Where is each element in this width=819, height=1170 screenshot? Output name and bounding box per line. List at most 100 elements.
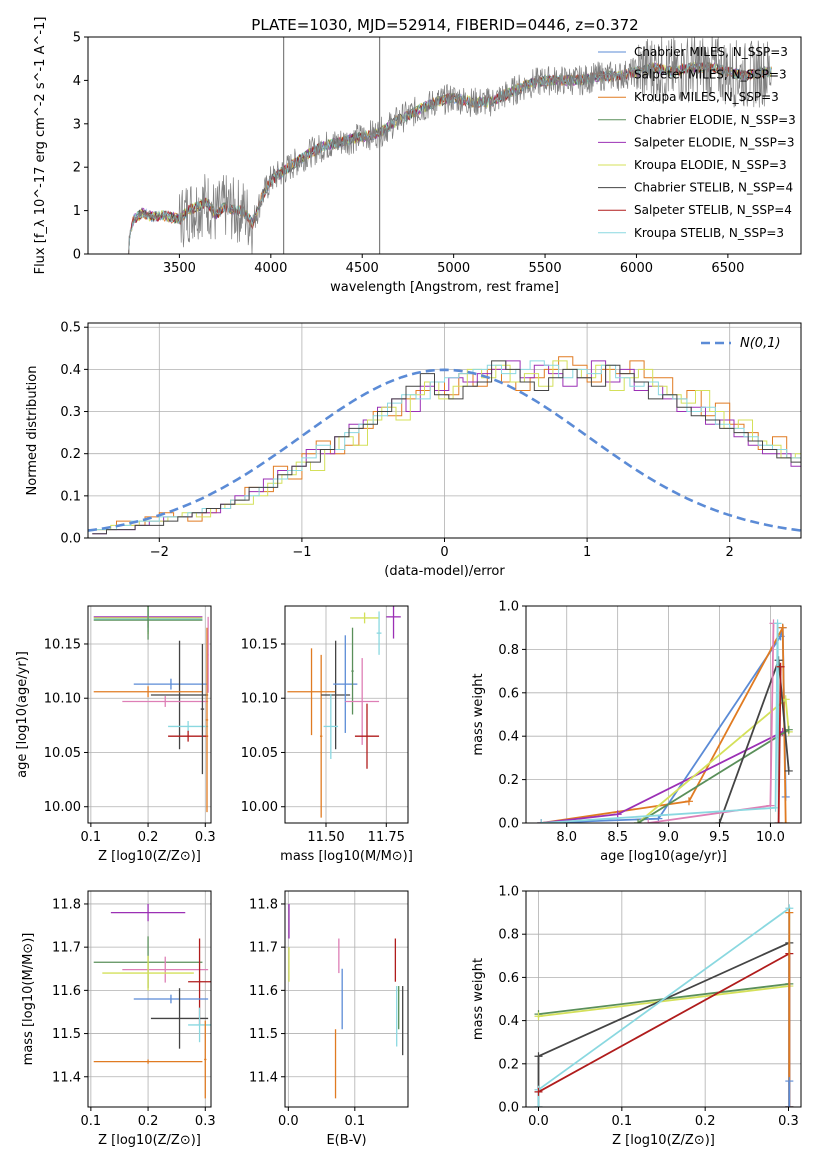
x-tick-label: 0.2 xyxy=(138,830,159,845)
errorbar-point xyxy=(110,903,186,922)
series-marker xyxy=(784,725,793,734)
errorbar-point xyxy=(333,635,358,733)
axes-frame xyxy=(284,605,409,824)
axes-frame xyxy=(87,322,802,539)
mass-weight-vs-age-panel: 8.0 8.5 9.0 9.5 10.0 0.0 0.2 0.4 0.6 0.8 1.0 age [l… xyxy=(471,600,802,864)
y-tick-label: 11.6 xyxy=(52,984,81,999)
errorbar-point xyxy=(200,643,205,775)
age-vs-metallicity-panel: 0.1 0.2 0.3 10.00 10.05 10.10 10.15 Z [log10(Z/… xyxy=(15,605,216,864)
legend-label: Chabrier MILES, N_SSP=3 xyxy=(634,45,788,59)
series-marker xyxy=(784,766,793,775)
axes-frame xyxy=(284,890,409,1108)
errorbar-point xyxy=(150,988,209,1049)
series-marker xyxy=(644,819,653,823)
errorbar-point xyxy=(386,606,401,639)
x-tick-label: 3500 xyxy=(163,261,196,276)
errorbar-point xyxy=(93,686,203,698)
x-tick-label: 10.0 xyxy=(756,830,785,845)
errorbars xyxy=(288,903,404,1099)
errorbar-point xyxy=(287,648,336,736)
errorbar-point xyxy=(93,606,203,640)
histogram-series xyxy=(92,360,801,535)
y-tick-label: 0.5 xyxy=(60,321,81,336)
x-tick-label: 6500 xyxy=(711,261,744,276)
errorbar-point xyxy=(345,658,380,745)
mass-weight-vs-metallicity-panel: 0.0 0.1 0.2 0.3 0.0 0.2 0.4 0.6 0.8 1.0 Z [log10(Z… xyxy=(471,885,802,1148)
series-marker xyxy=(634,819,643,823)
x-tick-label: 0.0 xyxy=(528,1114,549,1129)
x-axis-label: mass [log10(M/M⊙)] xyxy=(280,849,413,864)
series-marker xyxy=(534,1012,543,1021)
series-marker xyxy=(776,662,785,671)
legend-label: Chabrier ELODIE, N_SSP=3 xyxy=(634,113,796,127)
y-tick-label: 0.8 xyxy=(498,643,519,658)
errorbar-point xyxy=(168,730,209,742)
errorbars xyxy=(93,903,211,1099)
x-tick-label: 0.1 xyxy=(81,1114,102,1129)
y-tick-label: 5 xyxy=(73,31,81,46)
y-tick-label: 3 xyxy=(73,117,81,132)
spectrum-lines xyxy=(126,37,772,254)
x-tick-label: 6000 xyxy=(620,261,653,276)
errorbar-point xyxy=(350,612,380,624)
y-tick-label: 11.5 xyxy=(249,1027,278,1042)
y-tick-label: 10.10 xyxy=(44,692,81,707)
legend-label: Kroupa STELIB, N_SSP=3 xyxy=(634,226,784,240)
y-tick-label: 0.3 xyxy=(60,405,81,420)
series-marker xyxy=(785,1077,794,1086)
series-marker xyxy=(715,819,724,823)
y-tick-label: 2 xyxy=(73,161,81,176)
histogram-series xyxy=(88,360,801,531)
histogram-series xyxy=(92,360,801,535)
errorbar-point xyxy=(133,678,209,690)
y-axis-label: Normed distribution xyxy=(25,366,40,496)
legend-label: Salpeter STELIB, N_SSP=4 xyxy=(634,203,792,217)
axes-frame xyxy=(87,36,802,255)
histogram-series xyxy=(96,360,801,531)
series-marker xyxy=(684,797,693,806)
x-tick-label: 0.1 xyxy=(611,1114,632,1129)
legend-label: Salpeter ELODIE, N_SSP=3 xyxy=(634,135,795,149)
legend-label: Kroupa MILES, N_SSP=3 xyxy=(634,90,779,104)
errorbar-point xyxy=(204,1020,207,1099)
normal-curve xyxy=(88,368,801,532)
mass-weight-series xyxy=(777,666,782,823)
spectrum-legend: Chabrier MILES, N_SSP=3 Salpeter MILES, N… xyxy=(598,45,796,240)
errorbar-point xyxy=(319,654,323,818)
series-marker xyxy=(613,810,622,819)
legend-label: N(0,1) xyxy=(740,336,781,351)
figure-title: PLATE=1030, MJD=52914, FIBERID=0446, z=0… xyxy=(251,16,638,34)
x-tick-label: 8.0 xyxy=(556,830,577,845)
y-tick-label: 11.6 xyxy=(249,984,278,999)
errorbar-point xyxy=(207,616,209,693)
y-tick-label: 1 xyxy=(73,204,81,219)
x-tick-label: 0.3 xyxy=(195,830,216,845)
histogram-legend: N(0,1) xyxy=(701,336,781,351)
age-vs-mass-panel: 11.50 11.75 10.00 10.05 10.10 10.15 mass [log1… xyxy=(241,605,413,864)
series-marker xyxy=(774,819,783,823)
y-tick-label: 11.4 xyxy=(52,1070,81,1085)
errorbar-point xyxy=(150,640,209,750)
errorbar-point xyxy=(102,955,194,991)
errorbar-point xyxy=(168,721,209,732)
mass-weight-series xyxy=(637,728,790,823)
y-tick-label: 0.4 xyxy=(498,730,519,745)
x-tick-label: 0.3 xyxy=(195,1114,216,1129)
x-tick-label: 9.0 xyxy=(658,830,679,845)
x-tick-label: 1 xyxy=(583,545,591,560)
series-marker xyxy=(781,819,790,823)
series-marker xyxy=(534,1103,543,1107)
x-axis-label: E(B-V) xyxy=(326,1133,366,1148)
plot-area xyxy=(88,606,211,823)
y-tick-label: 0 xyxy=(73,248,81,263)
spectrum-panel: 3500 4000 4500 5000 5500 6000 6500 0 1 2 3 4 5 wavele… xyxy=(33,17,802,295)
y-axis-label: Flux [f_λ 10^-17 erg cm^-2 s^-1 A^-1] xyxy=(33,17,48,275)
errorbar-point xyxy=(205,627,209,813)
x-tick-label: 5500 xyxy=(529,261,562,276)
x-axis-label: Z [log10(Z/Z⊙)] xyxy=(98,849,201,864)
errorbar-point xyxy=(122,956,209,983)
y-tick-label: 0.1 xyxy=(60,489,81,504)
y-tick-label: 11.4 xyxy=(249,1070,278,1085)
histogram-steps xyxy=(88,356,801,535)
